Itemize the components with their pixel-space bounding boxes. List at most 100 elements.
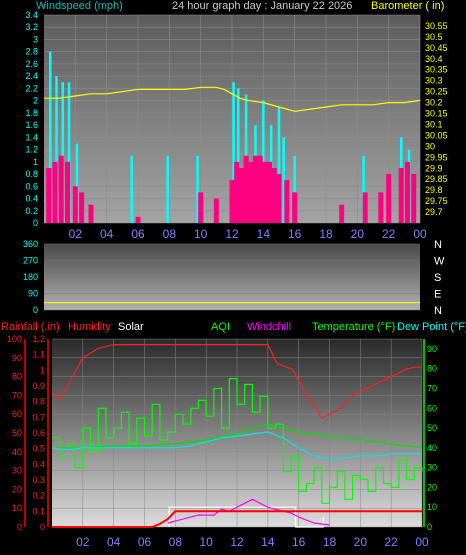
windspeed-tick-label: 2.2 [25,83,38,93]
direction-degree-label: 270 [23,256,38,266]
humidity-tick-label: 60 [12,409,22,419]
x-tick-label: 22 [382,227,396,241]
windspeed-tick-label: 3.4 [25,10,38,20]
compass-label: E [434,289,441,301]
legend-solar: Solar [118,321,144,333]
bottom-x-ticks: 02 04 06 08 10 12 14 16 18 20 22 00 [76,535,429,549]
barometer-tick-label: 30.1 [425,119,443,129]
x-tick-label: 16 [292,535,306,549]
windspeed-tick-label: 0.8 [25,169,38,179]
compass-label: N [434,305,442,317]
compass-label: W [434,256,445,268]
x-tick-label: 18 [319,227,333,241]
windspeed-tick-label: 3 [33,34,38,44]
bottom-axis-lines [24,339,425,527]
x-tick-label: 12 [225,227,239,241]
legend-humidity: Humidity [68,321,111,333]
rainfall-tick-label: 1 [40,365,45,375]
temperature-tick-label: 90 [427,344,437,354]
rainfall-tick-label: 0.6 [32,428,45,438]
direction-degree-label: 360 [23,239,38,249]
barometer-tick-label: 30.2 [425,98,443,108]
rainfall-tick-label: 0.9 [32,381,45,391]
windspeed-tick-label: 1.8 [25,108,38,118]
x-tick-label: 18 [323,535,337,549]
legend-rainfall: Rainfall (.in) [1,321,60,333]
x-tick-label: 10 [194,227,208,241]
direction-degree-label: 180 [23,272,38,282]
humidity-tick-label: 80 [12,372,22,382]
bottom-series [51,344,423,528]
x-tick-label: 12 [230,535,244,549]
temperature-tick-label: 60 [427,403,437,413]
windspeed-tick-label: 0.6 [25,181,38,191]
humidity-tick-label: 0 [17,522,22,532]
direction-degree-label: 90 [28,289,38,299]
humidity-tick-label: 40 [12,447,22,457]
humidity-tick-label: 20 [12,484,22,494]
solar-line [168,506,324,528]
windspeed-ticks: 3.4 3.2 3 2.8 2.6 2.4 2.2 2 1.8 1.6 1.4 1.2 1 0.8 0.6 0… [25,10,38,228]
rainfall-tick-label: 0.4 [32,459,45,469]
windspeed-tick-label: 2.6 [25,59,38,69]
barometer-tick-label: 29.7 [425,207,443,217]
rainfall-tick-label: 1.1 [32,350,45,360]
rainfall-line [52,510,422,528]
humidity-tick-label: 70 [12,390,22,400]
windspeed-tick-label: 3.2 [25,22,38,32]
windspeed-tick-label: 0.2 [25,206,38,216]
x-tick-label: 14 [257,227,271,241]
temperature-tick-label: 70 [427,383,437,393]
humidity-tick-label: 90 [12,353,22,363]
barometer-tick-label: 30.15 [425,109,448,119]
temperature-line [52,378,423,504]
temperature-tick-label: 50 [427,423,437,433]
x-tick-label: 10 [199,535,213,549]
barometer-tick-label: 30.45 [425,43,448,53]
top-series [44,51,421,223]
x-tick-label: 22 [384,535,398,549]
temperature-trend-line [52,423,423,449]
top-x-ticks: 02 04 06 08 10 12 14 16 18 20 22 00 [69,227,427,241]
windspeed-tick-label: 2 [33,96,38,106]
barometer-tick-label: 30.55 [425,21,448,31]
humidity-tick-label: 50 [12,428,22,438]
legend-dewpoint: Dew Point (°F) [397,321,466,333]
legend-temperature: Temperature (°F) [312,321,395,333]
rainfall-tick-label: 0.5 [32,444,45,454]
rainfall-tick-label: 0.8 [32,397,45,407]
x-tick-label: 06 [131,227,145,241]
dewpoint-line [51,431,422,461]
barometer-tick-label: 29.75 [425,196,448,206]
windspeed-tick-label: 1.4 [25,132,38,142]
x-tick-label: 16 [288,227,302,241]
windspeed-tick-label: 0.4 [25,194,38,204]
rainfall-tick-label: 0.2 [32,491,45,501]
x-tick-label: 08 [163,227,177,241]
humidity-tick-label: 10 [12,503,22,513]
legend-windchill: Windchill [247,321,291,333]
barometer-tick-label: 30.5 [425,32,443,42]
barometer-tick-label: 30.25 [425,87,448,97]
rainfall-tick-label: 0.1 [32,506,45,516]
legend-aqi: AQI [211,321,230,333]
temperature-tick-label: 20 [427,482,437,492]
x-tick-label: 04 [107,535,121,549]
humidity-tick-label: 100 [7,334,22,344]
barometer-line [44,86,421,112]
barometer-tick-label: 29.9 [425,163,443,173]
windspeed-tick-label: 1.6 [25,120,38,130]
rainfall-tick-label: 0 [40,522,45,532]
direction-grid [44,243,420,311]
compass-label: S [434,272,441,284]
x-tick-label: 20 [351,227,365,241]
barometer-tick-label: 30 [425,141,435,151]
temperature-tick-label: 80 [427,364,437,374]
x-tick-label: 08 [169,535,183,549]
x-tick-label: 02 [76,535,90,549]
x-tick-label: 02 [69,227,83,241]
barometer-tick-label: 30.05 [425,130,448,140]
